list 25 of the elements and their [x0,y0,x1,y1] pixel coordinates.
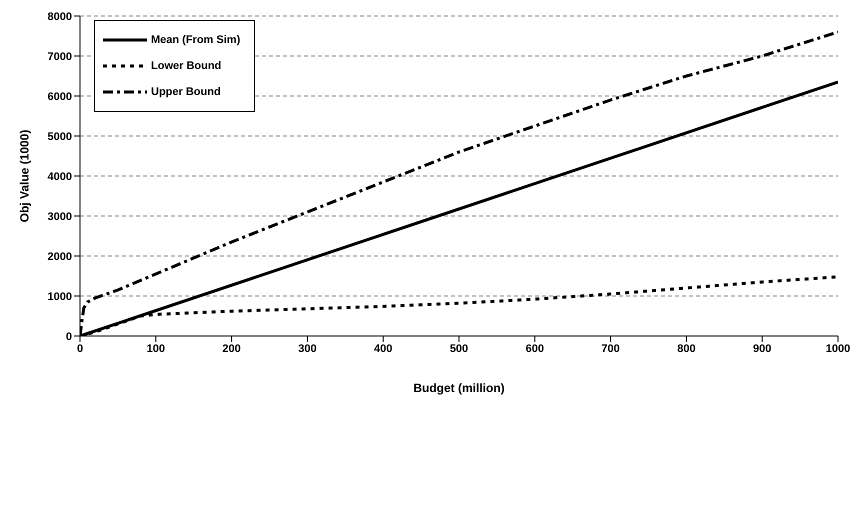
y-tick-label: 6000 [48,90,72,103]
x-tick-label: 0 [76,342,84,355]
x-tick-label: 100 [146,342,165,355]
y-tick-label: 8000 [48,10,72,23]
y-tick-label: 4000 [48,170,72,183]
legend-label: Lower Bound [151,60,222,72]
y-tick-label: 3000 [48,210,72,223]
y-tick-label: 1000 [48,290,72,303]
x-tick-label: 900 [753,342,772,355]
x-tick-label: 1000 [826,342,850,355]
x-tick-label: 600 [526,342,544,355]
x-tick-label: 300 [298,342,317,355]
x-tick-label: 500 [450,342,468,355]
x-axis-title: Budget (million) [413,381,505,395]
y-tick-label: 2000 [48,250,72,263]
legend-label: Upper Bound [151,86,221,98]
y-tick-label: 7000 [48,50,72,63]
y-axis-title: Obj Value (1000) [17,130,32,222]
y-tick-label: 0 [66,330,72,343]
x-tick-label: 800 [677,342,696,355]
legend-label: Mean (From Sim) [151,34,240,46]
y-tick-label: 5000 [48,130,72,143]
x-tick-label: 700 [601,342,620,355]
x-tick-label: 400 [374,342,392,355]
x-tick-label: 200 [222,342,241,355]
